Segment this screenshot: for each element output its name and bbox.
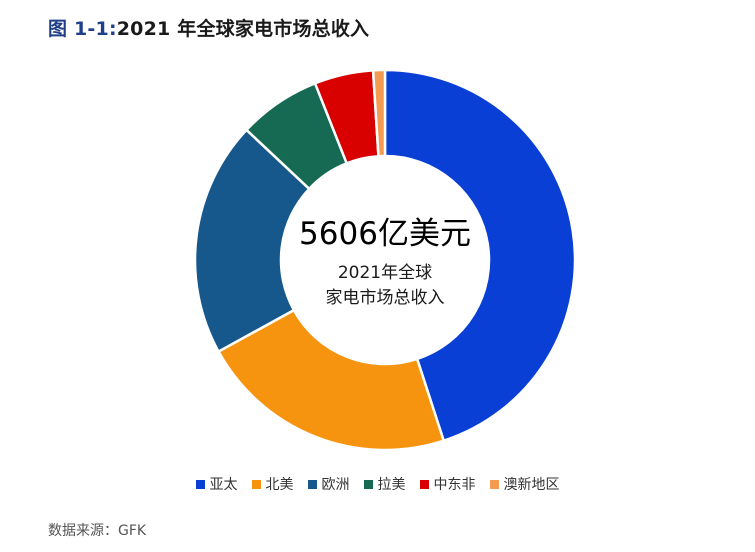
legend-swatch <box>489 479 499 489</box>
center-label-line1: 2021年全球 <box>338 263 432 283</box>
chart-legend: 亚太 北美 欧洲 拉美 中东非 澳新地区 <box>0 474 755 494</box>
legend-item-north-america: 北美 <box>251 474 294 494</box>
legend-swatch <box>307 479 317 489</box>
center-label-line2: 家电市场总收入 <box>326 288 445 308</box>
donut-chart: 5606亿美元 2021年全球 家电市场总收入 <box>193 68 577 452</box>
legend-swatch <box>419 479 429 489</box>
legend-item-asia-pacific: 亚太 <box>195 474 238 494</box>
legend-item-latin-america: 拉美 <box>363 474 406 494</box>
legend-label: 中东非 <box>433 477 476 493</box>
data-source-note: 数据来源：GFK <box>48 523 147 539</box>
chart-title: 图 1-1:2021 年全球家电市场总收入 <box>48 14 369 41</box>
donut-slices <box>193 68 577 452</box>
legend-label: 北美 <box>265 477 294 493</box>
slice-asia-pacific <box>383 68 577 442</box>
chart-title-text: 2021 年全球家电市场总收入 <box>116 18 370 40</box>
legend-swatch <box>363 479 373 489</box>
legend-swatch <box>251 479 261 489</box>
legend-swatch <box>195 479 205 489</box>
figure-number: 图 1-1: <box>48 18 117 40</box>
slice-australia-nz <box>371 68 387 158</box>
legend-label: 亚太 <box>209 477 238 493</box>
legend-item-middle-east-africa: 中东非 <box>419 474 476 494</box>
center-value: 5606亿美元 <box>299 216 471 252</box>
slice-north-america <box>217 308 445 452</box>
legend-label: 欧洲 <box>321 477 350 493</box>
legend-label: 澳新地区 <box>503 477 560 493</box>
legend-item-australia-nz: 澳新地区 <box>489 474 560 494</box>
legend-label: 拉美 <box>377 477 406 493</box>
legend-item-europe: 欧洲 <box>307 474 350 494</box>
slice-europe <box>193 128 311 353</box>
